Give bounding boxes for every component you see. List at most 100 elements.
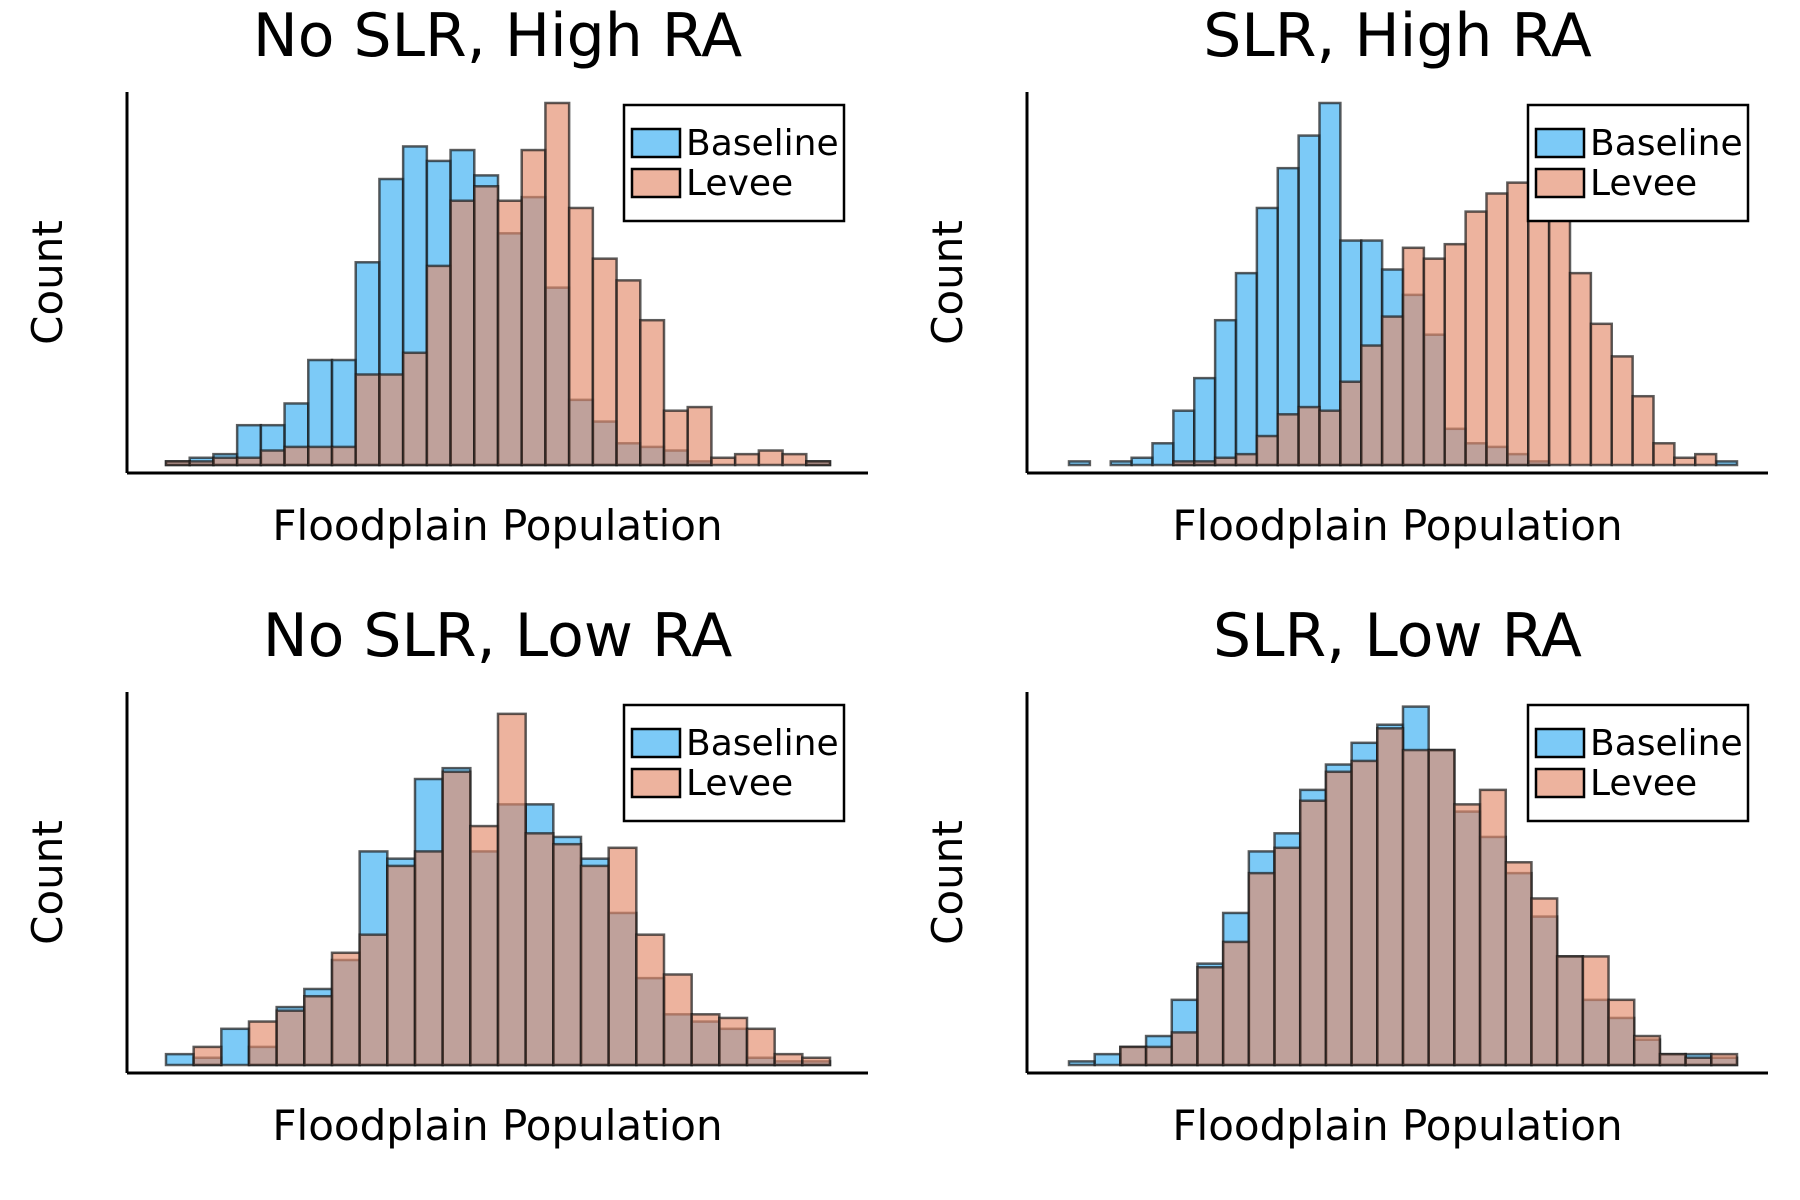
legend-frame: [622, 703, 846, 823]
levee-bar: [1694, 452, 1718, 467]
levee-bar: [1339, 380, 1363, 467]
levee-bar: [1607, 998, 1636, 1067]
legend-label-levee: Levee: [1590, 163, 1697, 204]
levee-bar: [386, 864, 417, 1067]
levee-bar: [330, 951, 361, 1067]
chart-svg: No SLR, High RA Count Floodplain Populatio…: [23, 1, 868, 550]
levee-bar: [1298, 799, 1328, 1067]
x-axis-label: Floodplain Population: [272, 501, 722, 550]
levee-bar: [259, 449, 286, 467]
levee-bar: [1530, 897, 1559, 1067]
legend-label-baseline: Baseline: [686, 723, 839, 764]
levee-bar: [1119, 1045, 1148, 1067]
chart-title: SLR, High RA: [1203, 1, 1592, 71]
baseline-bar: [1193, 376, 1217, 467]
baseline-bar: [1151, 442, 1175, 467]
y-axis-label: Count: [923, 820, 972, 945]
levee-bar: [1631, 394, 1655, 467]
levee-bar: [1504, 861, 1533, 1067]
levee-bar: [662, 409, 689, 467]
levee-bar: [524, 832, 555, 1067]
baseline-bar: [1093, 1052, 1122, 1067]
legend-swatch-levee: [630, 167, 682, 199]
panel-slr-high-ra: SLR, High RA Count Floodplain Population Ba…: [900, 0, 1800, 600]
levee-bar: [307, 445, 334, 467]
levee-bar: [283, 445, 310, 467]
levee-bar: [164, 460, 191, 467]
levee-bar: [1589, 322, 1613, 467]
legend-swatch-baseline: [1534, 727, 1586, 759]
levee-bar: [449, 199, 476, 467]
series-levee: [164, 101, 832, 467]
y-axis-label: Count: [23, 220, 72, 345]
legend-frame: [1526, 703, 1750, 823]
levee-bar: [330, 445, 357, 467]
levee-bar: [401, 351, 429, 467]
legend-label-levee: Levee: [686, 763, 793, 804]
levee-bar: [1658, 1052, 1687, 1067]
levee-bar: [469, 824, 500, 1067]
chart-title: SLR, Low RA: [1213, 601, 1582, 671]
levee-bar: [413, 850, 444, 1067]
levee-bar: [1172, 460, 1196, 467]
legend-label-baseline: Baseline: [1590, 723, 1743, 764]
levee-bar: [1453, 803, 1482, 1067]
levee-bar: [1684, 1056, 1713, 1067]
x-axis-label: Floodplain Population: [272, 1101, 722, 1150]
levee-bar: [212, 456, 239, 467]
series-levee: [192, 712, 832, 1067]
legend-swatch-levee: [1534, 167, 1586, 199]
levee-bar: [496, 712, 527, 1067]
levee-bar: [1221, 940, 1251, 1067]
baseline-bar: [1234, 271, 1259, 467]
levee-bar: [690, 1013, 721, 1067]
levee-bar: [773, 1052, 804, 1067]
levee-bar: [192, 1045, 223, 1067]
baseline-bar: [1255, 206, 1279, 467]
chart-svg: SLR, High RA Count Floodplain Population Ba…: [923, 1, 1768, 550]
levee-bar: [1213, 456, 1238, 467]
levee-bar: [188, 460, 215, 467]
levee-bar: [1464, 210, 1488, 467]
levee-bar: [733, 452, 761, 467]
levee-bar: [757, 449, 784, 467]
levee-bar: [1234, 452, 1259, 467]
levee-bar: [441, 770, 472, 1067]
levee-bar: [496, 199, 523, 467]
levee-bar: [1581, 955, 1610, 1067]
levee-bar: [805, 460, 832, 467]
y-axis-label: Count: [923, 220, 972, 345]
levee-bar: [1527, 185, 1551, 467]
levee-bar: [781, 452, 808, 467]
levee-bar: [354, 373, 381, 467]
legend-swatch-baseline: [630, 127, 682, 159]
series-levee: [1119, 727, 1739, 1067]
baseline-bar: [1109, 460, 1133, 467]
levee-bar: [1273, 846, 1302, 1067]
y-axis-label: Count: [23, 820, 72, 945]
legend-swatch-levee: [1534, 767, 1586, 799]
levee-bar: [1401, 748, 1430, 1067]
panel-no-slr-high-ra: No SLR, High RA Count Floodplain Populatio…: [0, 0, 900, 600]
levee-bar: [745, 1027, 776, 1067]
baseline-bar: [1172, 409, 1196, 467]
legend-label-baseline: Baseline: [686, 123, 839, 164]
levee-bar: [718, 1016, 749, 1067]
levee-bar: [801, 1056, 832, 1067]
levee-bar: [235, 456, 263, 467]
levee-bar: [1193, 460, 1217, 467]
levee-bar: [425, 264, 452, 467]
levee-bar: [579, 864, 610, 1067]
levee-bar: [247, 1020, 278, 1067]
levee-bar: [1632, 1034, 1662, 1067]
levee-bar: [358, 933, 389, 1067]
levee-bar: [567, 206, 595, 467]
levee-bar: [1350, 759, 1379, 1067]
levee-bar: [378, 373, 405, 467]
levee-bar: [1318, 409, 1342, 467]
series-levee: [1172, 170, 1718, 467]
levee-bar: [1255, 434, 1279, 467]
levee-bar: [591, 257, 618, 467]
